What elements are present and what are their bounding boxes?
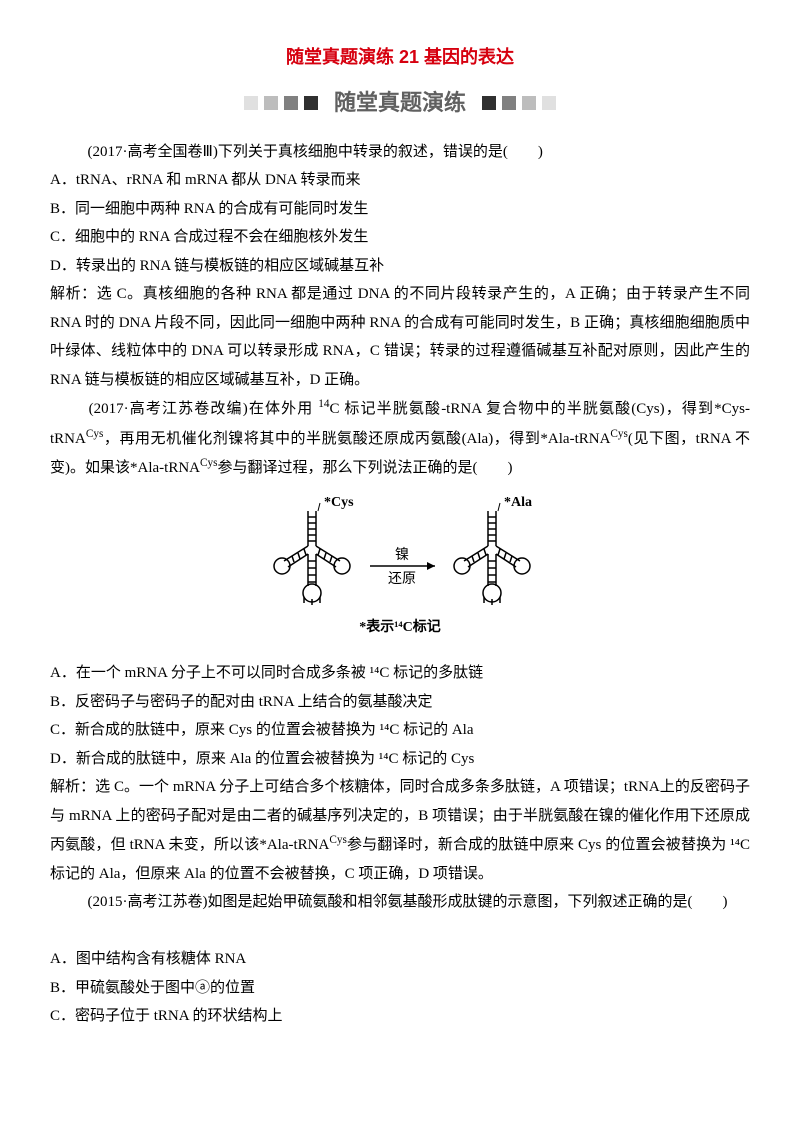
option-a: A．在一个 mRNA 分子上不可以同时合成多条被 ¹⁴C 标记的多肽链 — [50, 659, 750, 688]
arrow-label-bottom: 还原 — [388, 571, 416, 587]
question-stem: (2015·高考江苏卷)如图是起始甲硫氨酸和相邻氨基酸形成肽键的示意图，下列叙述… — [50, 888, 750, 917]
superscript: Cys — [86, 428, 104, 440]
diagram-label-right: *Ala — [504, 495, 532, 510]
option-b: B．同一细胞中两种 RNA 的合成有可能同时发生 — [50, 195, 750, 224]
option-b: B．甲硫氨酸处于图中ⓐ的位置 — [50, 974, 750, 1003]
option-d: D．转录出的 RNA 链与模板链的相应区域碱基互补 — [50, 252, 750, 281]
page-title: 随堂真题演练 21 基因的表达 — [50, 40, 750, 74]
option-c: C．新合成的肽链中，原来 Cys 的位置会被替换为 ¹⁴C 标记的 Ala — [50, 716, 750, 745]
banner-square — [542, 96, 556, 110]
banner-square — [264, 96, 278, 110]
option-a — [50, 917, 750, 946]
text-frag: (2017·高考江苏卷改编)在体外用 — [73, 401, 319, 417]
option-a: A．图中结构含有核糖体 RNA — [50, 945, 750, 974]
banner-square — [244, 96, 258, 110]
superscript: Cys — [200, 457, 218, 469]
trna-svg: *Cys 镍 还原 *Ala *表示¹⁴C标 — [220, 491, 580, 641]
text-frag: ，再用无机催化剂镍将其中的半胱氨酸还原成丙氨酸(Ala)，得到*Ala-tRNA — [103, 431, 610, 447]
diagram-footnote: *表示¹⁴C标记 — [359, 618, 441, 635]
option-d: D．新合成的肽链中，原来 Ala 的位置会被替换为 ¹⁴C 标记的 Cys — [50, 745, 750, 774]
option-a: A．tRNA、rRNA 和 mRNA 都从 DNA 转录而来 — [50, 166, 750, 195]
solution-text: 解析：选 C。真核细胞的各种 RNA 都是通过 DNA 的不同片段转录产生的，A… — [50, 280, 750, 394]
superscript: 14 — [318, 398, 329, 410]
section-banner: 随堂真题演练 — [50, 82, 750, 124]
banner-square — [284, 96, 298, 110]
banner-text: 随堂真题演练 — [334, 82, 466, 124]
superscript: Cys — [610, 428, 628, 440]
banner-square — [502, 96, 516, 110]
banner-square — [482, 96, 496, 110]
banner-square — [304, 96, 318, 110]
option-b: B．反密码子与密码子的配对由 tRNA 上结合的氨基酸决定 — [50, 688, 750, 717]
trna-diagram: *Cys 镍 还原 *Ala *表示¹⁴C标 — [50, 491, 750, 652]
text-frag: 参与翻译过程，那么下列说法正确的是( ) — [218, 460, 513, 476]
diagram-label-left: *Cys — [324, 495, 354, 510]
question-stem: (2017·高考江苏卷改编)在体外用 14C 标记半胱氨酸-tRNA 复合物中的… — [50, 394, 750, 483]
solution-text: 解析：选 C。一个 mRNA 分子上可结合多个核糖体，同时合成多条多肽链，A 项… — [50, 773, 750, 888]
option-c: C．密码子位于 tRNA 的环状结构上 — [50, 1002, 750, 1031]
superscript: Cys — [329, 834, 347, 846]
question-stem: (2017·高考全国卷Ⅲ)下列关于真核细胞中转录的叙述，错误的是( ) — [50, 138, 750, 167]
option-c: C．细胞中的 RNA 合成过程不会在细胞核外发生 — [50, 223, 750, 252]
arrow-label-top: 镍 — [395, 547, 409, 563]
banner-square — [522, 96, 536, 110]
